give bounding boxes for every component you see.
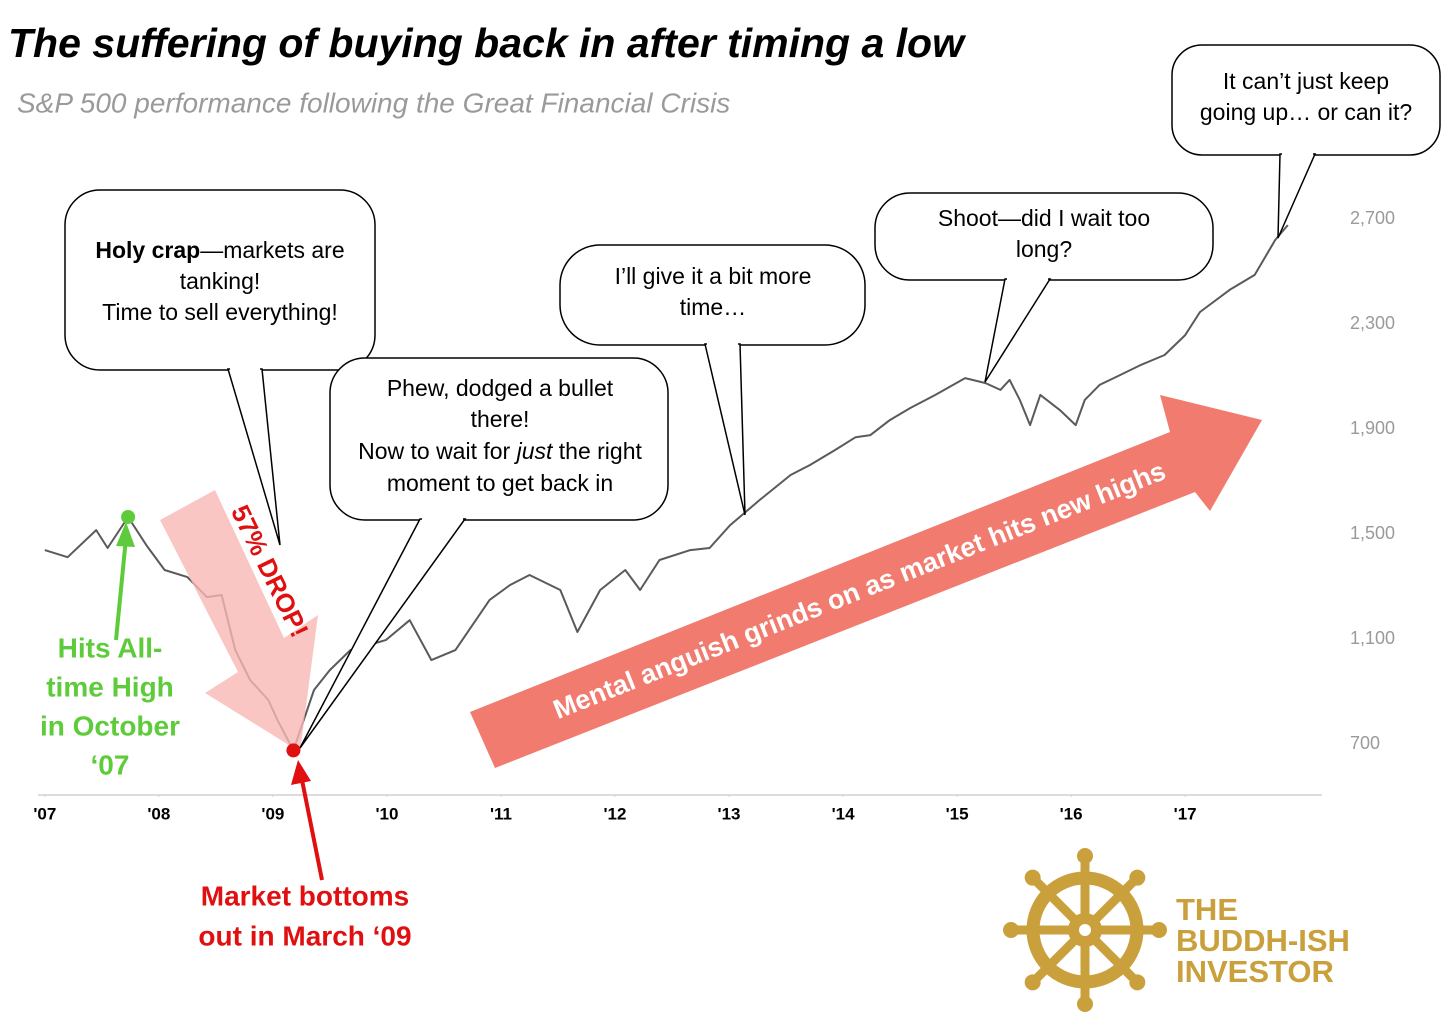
x-tick-label: '08 [147, 804, 170, 823]
low-label: out in March ‘09 [198, 920, 411, 951]
chart-subtitle: S&P 500 performance following the Great … [17, 87, 730, 118]
ath-label: Hits All- [58, 632, 163, 663]
logo-text: BUDDH-ISH [1176, 923, 1350, 958]
logo-knob [1151, 922, 1167, 938]
bubble: Holy crap—markets are tanking! Time to s… [64, 189, 376, 546]
bubble-text: tanking! [180, 268, 261, 294]
bubble-text: moment to get back in [387, 470, 613, 496]
bubble-text: going up… or can it? [1200, 99, 1412, 125]
ath-label: in October [40, 710, 180, 741]
x-tick-label: '10 [375, 804, 398, 823]
x-tick-label: '12 [604, 804, 627, 823]
logo-knob [1077, 996, 1093, 1012]
logo-rim [1026, 871, 1144, 989]
highlight-point [121, 509, 136, 524]
y-tick-label: 1,900 [1350, 418, 1395, 438]
y-tick-label: 1,500 [1350, 523, 1395, 543]
x-tick-label: '16 [1060, 804, 1083, 823]
bubble: I’ll give it a bit more time… [559, 244, 866, 516]
chart-title: The suffering of buying back in after ti… [8, 20, 967, 66]
x-tick-label: '07 [33, 804, 56, 823]
logo-text: THE [1176, 892, 1238, 927]
low-annotation: Market bottoms out in March ‘09 [198, 743, 412, 951]
logo-knob [1129, 869, 1146, 886]
x-tick-label: '17 [1174, 804, 1197, 823]
y-tick-label: 1,100 [1350, 628, 1395, 648]
y-tick-label: 2,300 [1350, 313, 1395, 333]
trend-arrow [470, 395, 1262, 768]
x-tick-label: '14 [832, 804, 855, 823]
plot: 700 1,100 1,500 1,900 2,300 2,700 '07 '08 '09 '10… [33, 208, 1395, 824]
bubble: It can’t just keep going up… or can it? [1171, 44, 1441, 239]
drop-arrow [160, 490, 318, 752]
bubble-text: It can’t just keep [1223, 68, 1389, 94]
bubble-text: Time to sell everything! [102, 299, 338, 325]
bubble-text: Shoot—did I wait too [938, 205, 1150, 231]
x-tick-label: '15 [946, 804, 969, 823]
bubble-text: there! [471, 406, 530, 432]
bubble-text: Holy crap—markets are [95, 237, 344, 263]
x-tick-label: '11 [490, 804, 512, 823]
y-tick-label: 700 [1350, 733, 1380, 753]
logo-knob [1129, 974, 1146, 991]
bubble-text: I’ll give it a bit more [615, 263, 812, 289]
y-tick-label: 2,700 [1350, 208, 1395, 228]
logo-knob [1077, 848, 1093, 864]
x-tick-label: '09 [261, 804, 284, 823]
logo-knob [1024, 974, 1041, 991]
bubble: Phew, dodged a bullet there! Now to wait… [299, 357, 669, 749]
bubble-text: Now to wait for just the right [358, 438, 642, 464]
logo-text: INVESTOR [1176, 954, 1334, 989]
logo-knob [1024, 869, 1041, 886]
ath-label: ‘07 [91, 749, 130, 780]
bubble-text: time… [680, 294, 746, 320]
bubble-text: Phew, dodged a bullet [387, 375, 614, 401]
bubble: Shoot—did I wait too long? [874, 192, 1214, 383]
ath-label: time High [46, 671, 174, 702]
logo-knob [1003, 922, 1019, 938]
bubble-text: long? [1016, 236, 1072, 262]
x-tick-label: '13 [718, 804, 741, 823]
ath-annotation: Hits All-time High in October ‘07 [40, 509, 180, 780]
logo-hub-hole [1079, 924, 1091, 936]
low-label: Market bottoms [201, 880, 409, 911]
highlight-point [286, 743, 301, 758]
